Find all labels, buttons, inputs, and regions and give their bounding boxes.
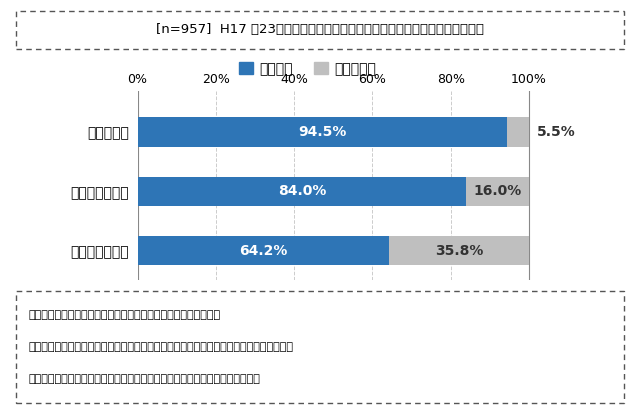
Text: 94.5%: 94.5% (298, 125, 347, 139)
Text: 84.0%: 84.0% (278, 184, 326, 198)
Text: 5.5%: 5.5% (537, 125, 575, 139)
Bar (508, 117, 529, 147)
Bar (138, 117, 508, 147)
Text: 16.0%: 16.0% (474, 184, 522, 198)
FancyBboxPatch shape (16, 291, 623, 403)
Text: 64.2%: 64.2% (239, 243, 287, 258)
Bar (467, 176, 529, 206)
Text: [n=957]  H17 〒23までに養成研修を受けた認知症サポート医へのアンケート: [n=957] H17 〒23までに養成研修を受けた認知症サポート医へのアンケー… (156, 23, 484, 35)
Legend: している, していない: している, していない (239, 62, 377, 76)
Text: 連携・相談対応：「かかりつけ医」、「地域包括支援センター」との連携や相談への対応: 連携・相談対応：「かかりつけ医」、「地域包括支援センター」との連携や相談への対応 (28, 342, 293, 352)
Text: 35.8%: 35.8% (435, 243, 483, 258)
Text: 研修・啟発活動：「かかりつけ医や多職種研修」、「住民セミナー」への協力: 研修・啟発活動：「かかりつけ医や多職種研修」、「住民セミナー」への協力 (28, 374, 260, 384)
FancyBboxPatch shape (16, 11, 623, 49)
Text: 認知症診療　　：「診断」、「早期発見」、「治療」などに対応: 認知症診療 ：「診断」、「早期発見」、「治療」などに対応 (28, 310, 220, 321)
Bar (138, 176, 467, 206)
Bar (138, 236, 389, 265)
Bar (389, 236, 529, 265)
